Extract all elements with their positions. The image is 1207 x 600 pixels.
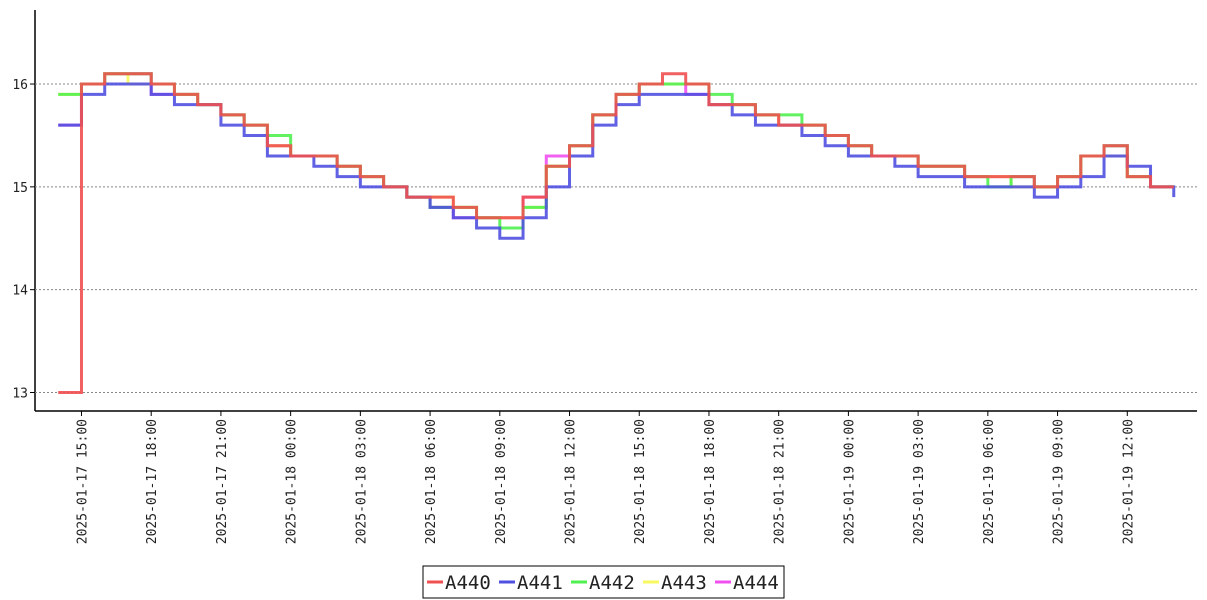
x-tick-label: 2025-01-18 18:00: [703, 419, 718, 544]
legend-label: A442: [589, 572, 635, 594]
y-tick-label: 13: [12, 386, 28, 401]
y-tick-label: 14: [12, 284, 28, 299]
x-tick-label: 2025-01-17 18:00: [145, 419, 160, 544]
x-tick-label: 2025-01-18 03:00: [354, 419, 369, 544]
x-tick-label: 2025-01-18 06:00: [424, 419, 439, 544]
plot-lines: [58, 72, 1176, 394]
x-tick-label: 2025-01-19 09:00: [1052, 419, 1067, 544]
x-tick-label: 2025-01-19 12:00: [1121, 419, 1136, 544]
x-tick-label: 2025-01-18 21:00: [773, 419, 788, 544]
legend-label: A440: [445, 572, 491, 594]
legend-label: A441: [517, 572, 563, 594]
x-tick-label: 2025-01-17 21:00: [215, 419, 230, 544]
x-tick-label: 2025-01-19 03:00: [912, 419, 927, 544]
y-tick-label: 16: [12, 78, 28, 93]
x-tick-label: 2025-01-19 00:00: [842, 419, 857, 544]
labels: 13 14 15 16 2025-01-17 15:00 2025-01-17 18:00…: [12, 78, 1136, 544]
x-tick-label: 2025-01-19 06:00: [982, 419, 997, 544]
legend: A440 A441 A442 A443 A444: [427, 572, 779, 594]
legend-label: A443: [661, 572, 707, 594]
grid: [30, 83, 1197, 416]
x-tick-label: 2025-01-18 09:00: [494, 419, 509, 544]
x-tick-label: 2025-01-17 15:00: [75, 419, 90, 544]
x-tick-label: 2025-01-18 00:00: [285, 419, 300, 544]
series-line: [58, 82, 1176, 240]
x-tick-label: 2025-01-18 15:00: [633, 419, 648, 544]
x-tick-label: 2025-01-18 12:00: [564, 419, 579, 544]
y-tick-label: 15: [12, 181, 28, 196]
legend-label: A444: [733, 572, 779, 594]
series-line: [58, 72, 1174, 394]
